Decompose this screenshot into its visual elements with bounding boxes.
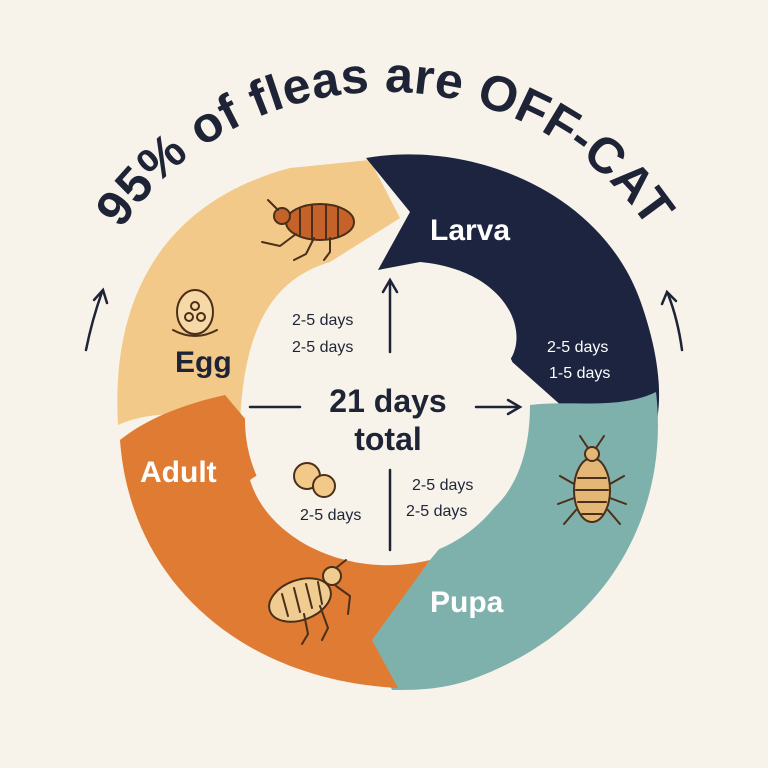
center-total-line1: 21 days (329, 383, 446, 419)
center-up-arrow-icon (381, 277, 399, 354)
stage-label-larva: Larva (430, 214, 510, 247)
larva-segment (366, 154, 660, 440)
larva-duration-2: 1-5 days (549, 365, 610, 382)
adult-segment (120, 395, 430, 688)
pupa-icon (557, 435, 627, 525)
flea-icon (268, 559, 351, 645)
stage-label-pupa: Pupa (430, 586, 504, 619)
egg-duration-2: 2-5 days (292, 339, 353, 356)
title-right-arrow-icon (660, 289, 684, 352)
adult-flea-icon (261, 199, 355, 261)
adult-duration-1: 2-5 days (300, 507, 361, 524)
pupa-duration-2: 2-5 days (406, 503, 467, 520)
stage-label-adult: Adult (140, 456, 217, 489)
larva-duration-1: 2-5 days (547, 339, 608, 356)
pupa-duration-1: 2-5 days (412, 477, 473, 494)
egg-cluster-icon (172, 289, 218, 337)
title-left-arrow-icon (84, 287, 109, 352)
center-total-line2: total (354, 421, 422, 457)
center-disc (245, 280, 525, 560)
stage-label-egg: Egg (175, 346, 232, 379)
egg-duration-1: 2-5 days (292, 312, 353, 329)
center-right-arrow-icon (474, 398, 523, 416)
eggs-icon (293, 462, 336, 498)
